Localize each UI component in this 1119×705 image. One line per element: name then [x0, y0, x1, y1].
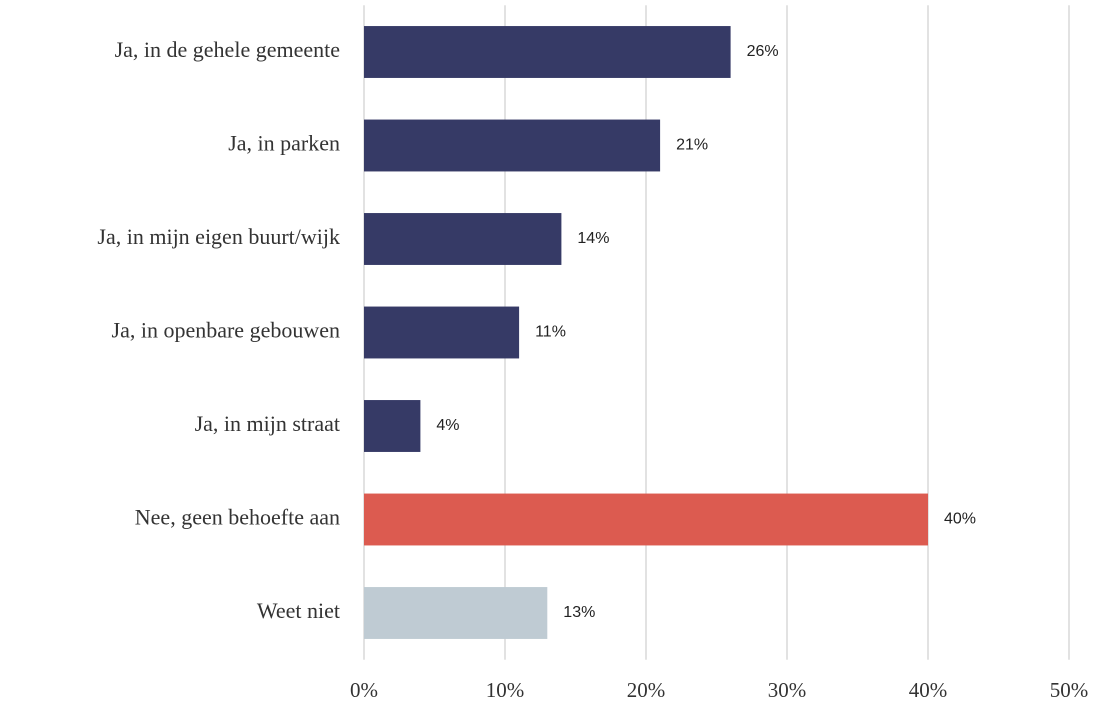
value-label: 4% — [436, 417, 459, 434]
value-label: 40% — [944, 511, 976, 528]
bar — [364, 119, 661, 172]
value-label: 26% — [747, 43, 779, 60]
bar — [364, 306, 520, 359]
bar — [364, 493, 928, 546]
value-label: 11% — [535, 324, 566, 341]
x-tick-label: 40% — [909, 678, 948, 702]
x-tick-label: 10% — [486, 678, 525, 702]
y-tick-label: Ja, in de gehele gemeente — [115, 37, 340, 62]
bar — [364, 400, 421, 452]
y-tick-label: Weet niet — [257, 598, 340, 623]
value-label: 14% — [577, 230, 609, 247]
bar — [364, 587, 548, 639]
x-tick-label: 0% — [350, 678, 378, 702]
y-tick-label: Ja, in openbare gebouwen — [112, 318, 340, 343]
x-tick-label: 30% — [768, 678, 807, 702]
y-tick-label: Ja, in mijn straat — [195, 411, 340, 436]
value-label: 13% — [563, 604, 595, 621]
value-label: 21% — [676, 137, 708, 154]
y-tick-label: Ja, in mijn eigen buurt/wijk — [97, 224, 340, 249]
bar — [364, 213, 562, 265]
y-tick-label: Ja, in parken — [228, 131, 340, 156]
y-tick-label: Nee, geen behoefte aan — [135, 505, 340, 530]
bar — [364, 26, 731, 78]
x-tick-label: 50% — [1050, 678, 1089, 702]
x-tick-label: 20% — [627, 678, 666, 702]
